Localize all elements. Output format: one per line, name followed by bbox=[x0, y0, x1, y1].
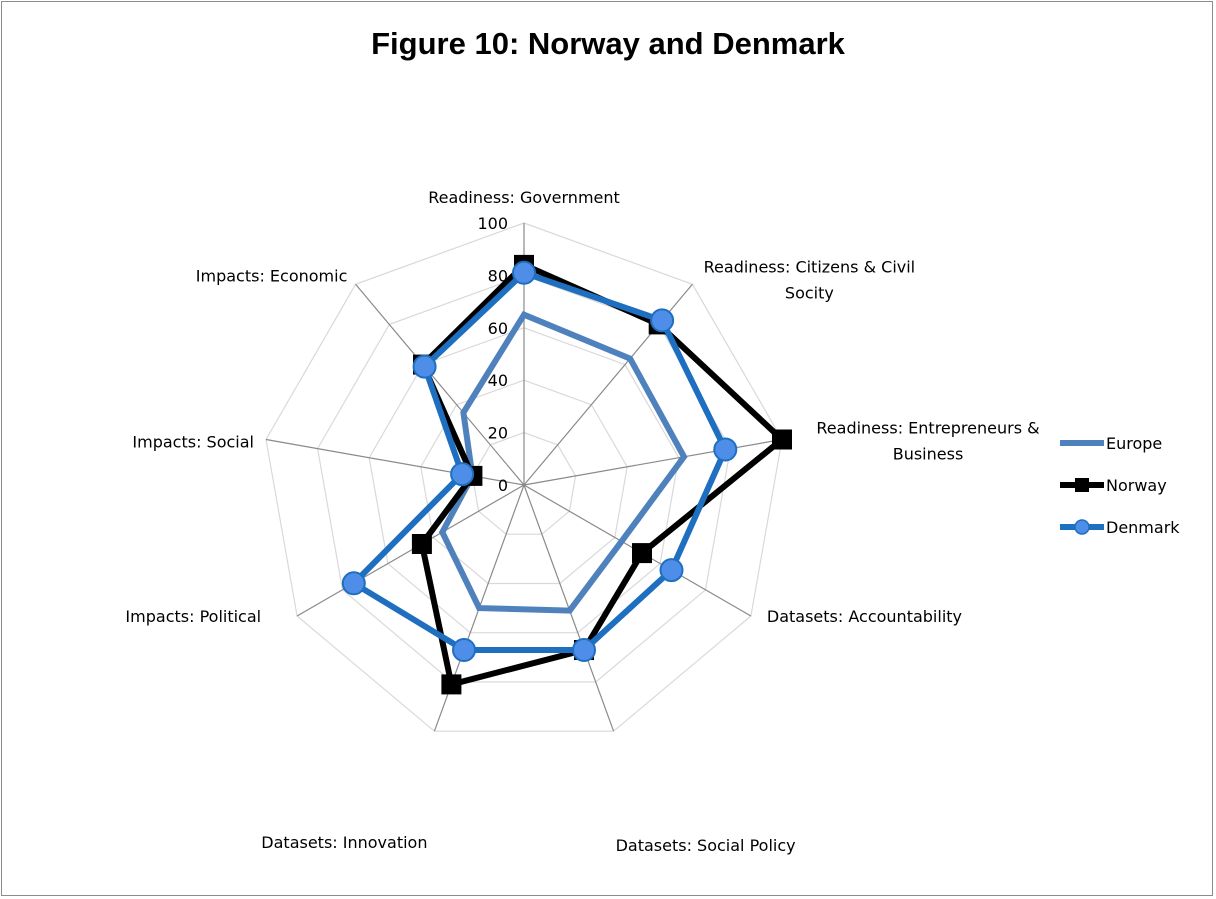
category-label-line: Readiness: Government bbox=[428, 188, 620, 207]
data-point-denmark-7 bbox=[450, 462, 475, 487]
legend-marker-denmark bbox=[1074, 519, 1090, 535]
legend: Europe Norway Denmark bbox=[1060, 434, 1180, 537]
category-label-6: Impacts: Political bbox=[125, 607, 261, 626]
category-label-line: Readiness: Entrepreneurs & bbox=[816, 419, 1039, 438]
category-label-line: Readiness: Citizens & Civil bbox=[704, 257, 915, 276]
category-label-line: Impacts: Social bbox=[132, 433, 254, 452]
tick-label-40: 40 bbox=[488, 371, 508, 390]
category-label-8: Impacts: Economic bbox=[196, 266, 348, 285]
category-label-2: Readiness: Entrepreneurs & Business bbox=[816, 419, 1039, 464]
category-label-3: Datasets: Accountability bbox=[767, 607, 962, 626]
series-denmark bbox=[341, 260, 738, 662]
spoke-7 bbox=[265, 438, 525, 486]
category-label-line: Socity bbox=[785, 283, 834, 302]
legend-label-europe: Europe bbox=[1106, 434, 1162, 453]
tick-label-60: 60 bbox=[488, 319, 508, 338]
category-label-0: Readiness: Government bbox=[428, 188, 620, 207]
data-point-denmark-5 bbox=[452, 638, 476, 662]
category-label-line: Impacts: Economic bbox=[196, 266, 348, 285]
category-label-5: Datasets: Innovation bbox=[261, 833, 427, 852]
chart-title: Figure 10: Norway and Denmark bbox=[371, 26, 845, 61]
series-line-denmark bbox=[348, 269, 729, 653]
legend-label-denmark: Denmark bbox=[1106, 518, 1180, 537]
data-point-denmark-6 bbox=[341, 571, 366, 596]
grid-ring-60 bbox=[368, 327, 680, 634]
legend-item-europe: Europe bbox=[1060, 434, 1162, 453]
data-point-denmark-1 bbox=[650, 308, 675, 333]
category-label-line: Datasets: Innovation bbox=[261, 833, 427, 852]
legend-marker-norway bbox=[1075, 478, 1089, 492]
category-label-7: Impacts: Social bbox=[132, 433, 254, 452]
data-point-norway-3 bbox=[632, 543, 652, 564]
grid-ring-20 bbox=[471, 431, 577, 535]
spoke-6 bbox=[296, 484, 525, 617]
data-point-denmark-8 bbox=[412, 354, 437, 379]
spoke-2 bbox=[523, 438, 783, 486]
category-label-line: Datasets: Accountability bbox=[767, 607, 962, 626]
category-labels: Readiness: Government Readiness: Citizens… bbox=[125, 188, 1039, 855]
grid-ring-100 bbox=[265, 222, 783, 732]
data-point-norway-5 bbox=[441, 674, 462, 695]
radar-grid bbox=[265, 222, 783, 732]
series-line-norway bbox=[418, 261, 787, 689]
category-label-1: Readiness: Citizens & Civil Socity bbox=[704, 257, 915, 302]
data-point-norway-6 bbox=[411, 534, 432, 554]
grid-ring-40 bbox=[420, 379, 628, 585]
legend-item-denmark: Denmark bbox=[1060, 518, 1180, 537]
data-point-denmark-3 bbox=[659, 558, 684, 583]
legend-item-norway: Norway bbox=[1060, 476, 1167, 495]
category-label-line: Datasets: Social Policy bbox=[616, 836, 796, 855]
tick-label-100: 100 bbox=[477, 214, 508, 233]
series-line-europe bbox=[438, 310, 688, 614]
radial-tick-labels: 0 20 40 60 80 100 bbox=[477, 214, 508, 495]
data-point-norway-2 bbox=[772, 429, 792, 450]
spoke-8 bbox=[355, 283, 525, 486]
data-point-denmark-0 bbox=[512, 260, 536, 285]
tick-label-0: 0 bbox=[498, 476, 508, 495]
tick-label-20: 20 bbox=[488, 424, 508, 443]
data-series bbox=[341, 254, 792, 695]
legend-label-norway: Norway bbox=[1106, 476, 1167, 495]
category-label-line: Impacts: Political bbox=[125, 607, 261, 626]
series-europe bbox=[438, 310, 688, 614]
category-label-4: Datasets: Social Policy bbox=[616, 836, 796, 855]
data-point-denmark-4 bbox=[572, 638, 596, 662]
category-label-line: Business bbox=[893, 445, 964, 464]
data-point-denmark-2 bbox=[713, 437, 738, 462]
tick-label-80: 80 bbox=[488, 266, 508, 285]
